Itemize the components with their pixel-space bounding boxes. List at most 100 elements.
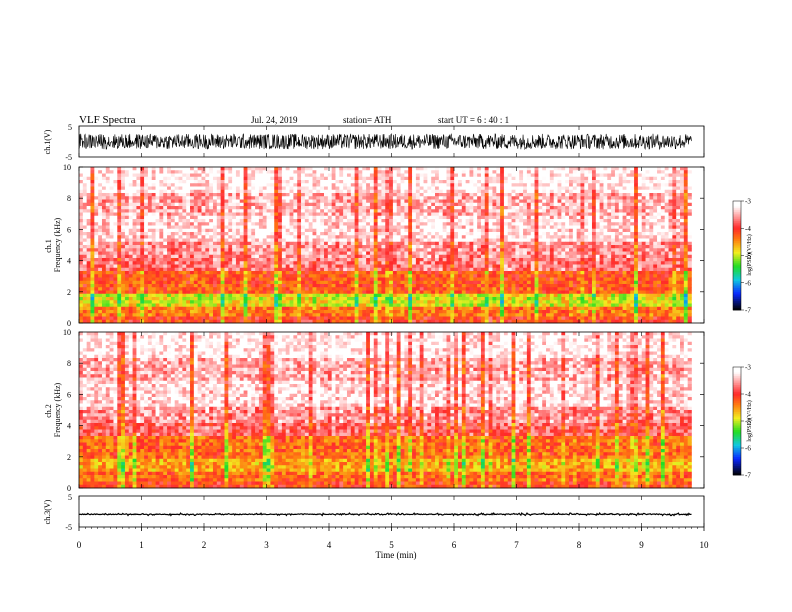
psd-cell: [465, 264, 470, 269]
psd-cell: [109, 258, 114, 262]
psd-cell: [427, 238, 432, 243]
psd-cell: [94, 212, 99, 217]
psd-cell: [664, 232, 669, 236]
psd-cell: [599, 193, 604, 197]
psd-cell: [197, 183, 202, 187]
psd-cell: [178, 245, 183, 249]
psd-cell: [622, 222, 627, 226]
psd-cell: [431, 183, 436, 187]
psd-cell: [404, 228, 409, 233]
psd-cell: [224, 183, 229, 187]
psd-cell: [281, 196, 287, 200]
psd-cell: [212, 186, 218, 191]
psd-cell: [649, 258, 654, 262]
psd-cell: [339, 254, 344, 259]
psd-cell: [396, 173, 401, 178]
psd-cell: [549, 254, 554, 259]
psd-cell: [607, 183, 612, 187]
psd-cell: [687, 199, 692, 204]
psd-cell: [680, 186, 685, 191]
psd-cell: [381, 180, 386, 184]
psd-cell: [109, 235, 114, 239]
psd-cell: [362, 238, 367, 243]
psd-cell: [618, 241, 623, 246]
psd-cell: [193, 193, 198, 197]
start-ut-label: start UT = 6 : 40 : 1: [438, 115, 509, 125]
psd-cell: [637, 180, 643, 184]
psd-cell: [331, 261, 336, 265]
psd-cell: [580, 170, 585, 174]
psd-cell: [523, 245, 528, 249]
psd-cell: [343, 176, 348, 181]
psd-cell: [193, 180, 198, 184]
psd-cell: [117, 245, 122, 249]
psd-cell: [480, 258, 486, 262]
psd-cell: [500, 219, 505, 223]
psd-cell: [79, 183, 84, 187]
psd-cell: [205, 183, 210, 187]
psd-cell: [274, 248, 279, 252]
psd-cell: [262, 258, 267, 262]
psd-cell: [343, 222, 348, 226]
psd-cell: [324, 209, 329, 213]
psd-cell: [140, 193, 145, 197]
psd-cell: [105, 196, 110, 200]
psd-cell: [469, 248, 474, 252]
psd-cell: [534, 228, 539, 233]
psd-cell: [335, 173, 340, 178]
psd-cell: [668, 199, 673, 204]
psd-cell: [534, 215, 539, 220]
psd-cell: [205, 215, 210, 220]
psd-cell: [599, 189, 604, 194]
psd-cell: [304, 215, 309, 220]
psd-cell: [634, 228, 639, 233]
psd-cell: [228, 238, 233, 243]
psd-cell: [113, 209, 118, 213]
psd-cell: [151, 206, 156, 210]
psd-cell: [316, 167, 321, 171]
psd-cell: [645, 196, 650, 200]
psd-cell: [98, 189, 103, 194]
psd-cell: [484, 228, 489, 233]
psd-cell: [297, 264, 302, 269]
psd-cell: [366, 212, 371, 217]
psd-cell: [128, 186, 133, 191]
psd-cell: [178, 189, 183, 194]
psd-cell: [523, 199, 528, 204]
psd-cell: [404, 183, 409, 187]
psd-cell: [346, 170, 352, 174]
psd-cell: [132, 173, 137, 178]
psd-cell: [262, 196, 267, 200]
psd-cell: [251, 228, 256, 233]
psd-cell: [557, 232, 562, 236]
psd-cell: [274, 254, 279, 259]
psd-cell: [687, 193, 692, 197]
psd-cell: [389, 170, 394, 174]
psd-cell: [235, 186, 241, 191]
psd-cell: [603, 180, 608, 184]
psd-cell: [534, 254, 539, 259]
psd-cell: [186, 228, 191, 233]
psd-cell: [79, 193, 84, 197]
psd-cell: [354, 245, 359, 249]
psd-cell: [90, 196, 95, 200]
psd-cell: [676, 189, 681, 194]
psd-cell: [301, 248, 306, 252]
psd-cell: [549, 215, 554, 220]
psd-cell: [649, 196, 654, 200]
psd-cell: [90, 245, 95, 249]
psd-cell: [243, 264, 248, 269]
psd-cell: [396, 241, 401, 246]
psd-cell: [503, 193, 509, 197]
psd-cell: [304, 206, 309, 210]
psd-cell: [630, 189, 635, 194]
psd-cell: [128, 167, 133, 171]
psd-cell: [255, 254, 260, 259]
psd-cell: [151, 167, 156, 171]
psd-cell: [144, 254, 149, 259]
psd-cell: [611, 254, 616, 259]
psd-cell: [117, 196, 122, 200]
psd-cell: [117, 193, 122, 197]
psd-cell: [251, 199, 256, 204]
psd-cell: [415, 264, 421, 269]
